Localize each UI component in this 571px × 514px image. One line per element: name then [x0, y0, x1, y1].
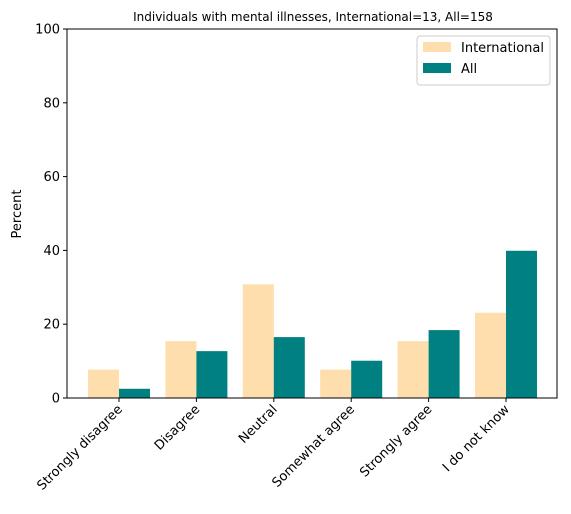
- legend-label-all: All: [461, 62, 477, 77]
- y-tick-label-2: 40: [43, 244, 60, 259]
- bar-international-2: [242, 284, 274, 398]
- y-tick-label-1: 20: [43, 318, 60, 333]
- bar-all-1: [196, 351, 228, 398]
- bar-all-0: [119, 388, 150, 398]
- bar-international-5: [475, 312, 506, 398]
- bar-all-3: [351, 360, 383, 398]
- y-tick-label-0: 0: [52, 392, 60, 407]
- bar-all-2: [273, 337, 305, 398]
- bars-group: [88, 250, 537, 398]
- legend-swatch-all: [423, 63, 451, 73]
- legend: International All: [416, 35, 551, 86]
- y-tick-label-3: 60: [43, 170, 60, 185]
- bar-all-5: [506, 250, 537, 398]
- bar-all-4: [428, 330, 460, 398]
- legend-swatch-international: [423, 42, 451, 52]
- chart-title: Individuals with mental illnesses, Inter…: [133, 10, 493, 24]
- bar-international-1: [165, 341, 197, 398]
- y-axis-label: Percent: [10, 190, 25, 239]
- bar-international-3: [320, 369, 352, 398]
- y-tick-label-4: 80: [43, 96, 60, 111]
- plot-frame: [66, 28, 558, 399]
- bar-international-0: [88, 369, 119, 398]
- legend-label-international: International: [461, 41, 544, 56]
- bar-international-4: [397, 341, 429, 398]
- y-tick-label-5: 100: [35, 23, 60, 38]
